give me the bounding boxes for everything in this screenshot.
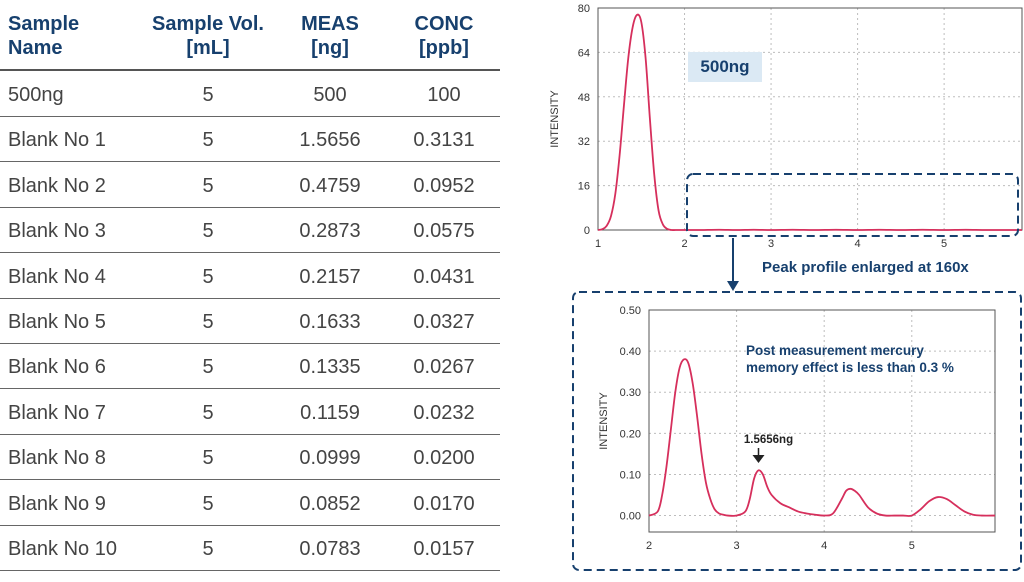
x-tick-label: 4 bbox=[821, 540, 827, 552]
cell-conc: 0.0952 bbox=[413, 174, 475, 197]
plot-frame bbox=[648, 309, 996, 533]
connector-arrowhead bbox=[727, 281, 739, 291]
table-row: Blank No 10 5 0.0783 0.0157 bbox=[0, 525, 500, 571]
cell-meas: 0.2873 bbox=[299, 220, 361, 243]
table-row: Blank No 3 5 0.2873 0.0575 bbox=[0, 207, 500, 254]
cell-sample-name: Blank No 6 bbox=[8, 356, 106, 379]
y-tick-label: 0 bbox=[584, 225, 590, 237]
y-tick-label: 80 bbox=[578, 3, 590, 15]
highlight-box bbox=[686, 173, 1019, 237]
table-row: Blank No 8 5 0.0999 0.0200 bbox=[0, 434, 500, 481]
cell-sample-name: Blank No 2 bbox=[8, 174, 106, 197]
cell-sample-vol: 5 bbox=[202, 129, 214, 152]
y-tick-label: 16 bbox=[578, 181, 590, 193]
table-header: Sample Name Sample Vol. [mL] MEAS [ng] C… bbox=[0, 0, 500, 71]
cell-sample-vol: 5 bbox=[202, 447, 214, 470]
cell-sample-vol: 5 bbox=[202, 220, 214, 243]
cell-sample-name: 500ng bbox=[8, 84, 64, 106]
header-sample-vol: Sample Vol. [mL] bbox=[152, 13, 264, 59]
x-tick-label: 1 bbox=[595, 238, 601, 250]
cell-meas: 0.0999 bbox=[299, 447, 361, 470]
table-row: Blank No 1 5 1.5656 0.3131 bbox=[0, 116, 500, 163]
table-row: 500ng 5 500 100 bbox=[0, 71, 500, 117]
cell-sample-vol: 5 bbox=[202, 492, 214, 515]
cell-meas: 500 bbox=[313, 84, 347, 106]
x-tick-label: 3 bbox=[734, 540, 740, 552]
table-row: Blank No 7 5 0.1159 0.0232 bbox=[0, 389, 500, 435]
cell-sample-name: Blank No 9 bbox=[8, 492, 106, 515]
cell-sample-vol: 5 bbox=[202, 84, 214, 106]
enlarged-frame bbox=[572, 291, 1022, 571]
y-tick-label: 32 bbox=[578, 136, 590, 148]
y-tick-label: 0.40 bbox=[620, 346, 641, 358]
cell-sample-name: Blank No 8 bbox=[8, 447, 106, 470]
header-meas: MEAS [ng] bbox=[301, 13, 359, 59]
cell-meas: 0.0783 bbox=[299, 538, 361, 560]
cell-sample-vol: 5 bbox=[202, 401, 214, 424]
y-axis-label: INTENSITY bbox=[598, 392, 610, 450]
cell-sample-name: Blank No 10 bbox=[8, 538, 117, 560]
cell-meas: 0.1159 bbox=[300, 401, 360, 424]
chart-2-group: 2 3 4 5 0.00 0.10 0.20 0.30 0.40 0.50 INTENSITY bbox=[598, 305, 996, 552]
header-sample-name: Sample Name bbox=[8, 13, 80, 59]
cell-meas: 0.4759 bbox=[299, 174, 361, 197]
cell-sample-vol: 5 bbox=[202, 174, 214, 197]
series-line-500ng bbox=[597, 13, 1023, 231]
cell-sample-vol: 5 bbox=[202, 311, 214, 333]
cell-conc: 0.0575 bbox=[413, 220, 475, 243]
cell-conc: 0.3131 bbox=[413, 129, 475, 152]
cell-conc: 0.0267 bbox=[413, 356, 475, 379]
peak-arrowhead bbox=[752, 455, 765, 463]
sample-500ng-label: 500ng bbox=[688, 52, 762, 82]
data-table: Sample Name Sample Vol. [mL] MEAS [ng] C… bbox=[0, 0, 500, 582]
cell-meas: 0.1335 bbox=[299, 356, 361, 379]
x-tick-label: 4 bbox=[855, 238, 861, 250]
cell-conc: 100 bbox=[427, 84, 461, 106]
cell-meas: 1.5656 bbox=[299, 129, 361, 152]
x-tick-label: 5 bbox=[941, 238, 947, 250]
x-tick-label: 2 bbox=[646, 540, 652, 552]
table-row: Blank No 9 5 0.0852 0.0170 bbox=[0, 480, 500, 526]
cell-sample-name: Blank No 4 bbox=[8, 265, 106, 288]
header-conc: CONC [ppb] bbox=[414, 13, 474, 59]
table-row: Blank No 4 5 0.2157 0.0431 bbox=[0, 253, 500, 299]
table-row: Blank No 5 5 0.1633 0.0327 bbox=[0, 298, 500, 344]
cell-sample-name: Blank No 7 bbox=[8, 401, 106, 424]
cell-sample-vol: 5 bbox=[202, 538, 214, 560]
table-row: Blank No 6 5 0.1335 0.0267 bbox=[0, 343, 500, 390]
chart-1-group: 1 2 3 4 5 0 16 32 48 64 80 INTENSITY bbox=[549, 3, 1023, 250]
cell-sample-name: Blank No 5 bbox=[8, 311, 106, 333]
y-tick-label: 48 bbox=[578, 92, 590, 104]
x-tick-label: 5 bbox=[909, 540, 915, 552]
plot-frame bbox=[597, 7, 1023, 231]
cell-sample-vol: 5 bbox=[202, 356, 214, 379]
cell-sample-name: Blank No 1 bbox=[8, 129, 106, 152]
cell-meas: 0.2157 bbox=[299, 265, 361, 288]
table-row: Blank No 2 5 0.4759 0.0952 bbox=[0, 162, 500, 208]
y-tick-label: 0.50 bbox=[620, 305, 641, 317]
cell-sample-name: Blank No 3 bbox=[8, 220, 106, 243]
cell-meas: 0.0852 bbox=[299, 492, 361, 515]
cell-conc: 0.0170 bbox=[413, 492, 475, 515]
memory-effect-note: Post measurement mercury memory effect i… bbox=[746, 343, 954, 375]
y-tick-label: 0.10 bbox=[620, 469, 641, 481]
y-tick-label: 0.30 bbox=[620, 387, 641, 399]
enlarge-caption: Peak profile enlarged at 160x bbox=[762, 259, 969, 276]
y-tick-label: 0.00 bbox=[620, 511, 641, 523]
cell-conc: 0.0232 bbox=[413, 401, 475, 424]
cell-conc: 0.0200 bbox=[413, 447, 475, 470]
cell-sample-vol: 5 bbox=[202, 265, 214, 288]
x-tick-label: 2 bbox=[681, 238, 687, 250]
y-tick-label: 64 bbox=[578, 47, 590, 59]
cell-conc: 0.0431 bbox=[413, 265, 475, 288]
peak-value-label: 1.5656ng bbox=[744, 434, 793, 446]
cell-conc: 0.0157 bbox=[413, 538, 475, 560]
y-tick-label: 0.20 bbox=[620, 428, 641, 440]
y-axis-label: INTENSITY bbox=[549, 90, 561, 148]
x-tick-label: 3 bbox=[768, 238, 774, 250]
cell-conc: 0.0327 bbox=[413, 311, 475, 333]
cell-meas: 0.1633 bbox=[299, 311, 361, 333]
series-line-enlarged bbox=[648, 358, 996, 517]
